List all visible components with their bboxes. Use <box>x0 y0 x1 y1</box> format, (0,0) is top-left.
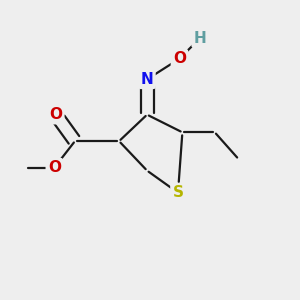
Text: O: O <box>49 107 62 122</box>
Text: H: H <box>194 31 206 46</box>
Text: S: S <box>172 185 184 200</box>
Text: N: N <box>141 72 153 87</box>
Text: O: O <box>173 51 186 66</box>
Text: O: O <box>48 160 61 175</box>
